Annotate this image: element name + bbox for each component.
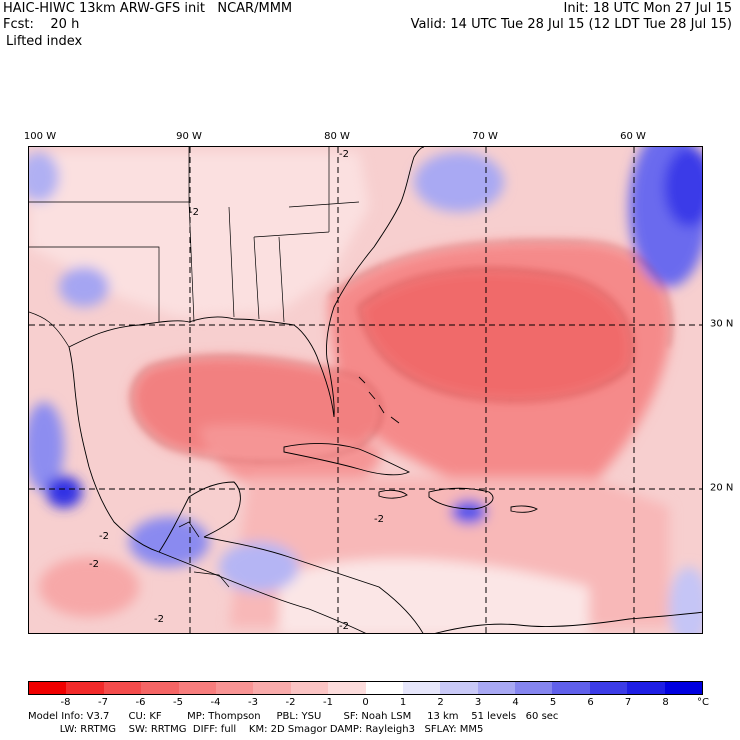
colorbar-unit: °C bbox=[697, 697, 709, 708]
colorbar-tick-label: -4 bbox=[210, 697, 221, 708]
lon-label-100w: 100 W bbox=[23, 131, 57, 142]
map-panel: -2 -2 -2 -2 -2 -2 -2 bbox=[28, 146, 703, 634]
colorbar-tick-label: -3 bbox=[248, 697, 258, 708]
colorbar-tick-label: -2 bbox=[285, 697, 296, 708]
contour-lines bbox=[131, 240, 672, 463]
colorbar-tick-label: 8 bbox=[662, 697, 669, 708]
colorbar-segment bbox=[66, 682, 104, 694]
colorbar-segment bbox=[141, 682, 179, 694]
colorbar-segment bbox=[215, 682, 254, 694]
lat-label-30n: 30 N bbox=[710, 318, 734, 330]
colorbar-tick-label: 6 bbox=[587, 697, 594, 708]
colorbar bbox=[28, 681, 703, 695]
lon-label-80w: 80 W bbox=[324, 131, 350, 142]
model-info-line2: LW: RRTMG SW: RRTMG DIFF: full KM: 2D Sm… bbox=[28, 724, 484, 735]
colorbar-segment bbox=[365, 682, 403, 694]
colorbar-segment bbox=[664, 682, 703, 694]
contour-label: -2 bbox=[339, 149, 349, 160]
lon-label-90w: 90 W bbox=[176, 131, 202, 142]
colorbar-segment bbox=[29, 682, 67, 694]
colorbar-segment bbox=[589, 682, 628, 694]
colorbar-tick-label: -8 bbox=[60, 697, 71, 708]
colorbar-segment bbox=[290, 682, 329, 694]
colorbar-tick-label: -1 bbox=[323, 697, 333, 708]
lon-label-60w: 60 W bbox=[620, 131, 646, 142]
colorbar-segment bbox=[477, 682, 516, 694]
colorbar-segment bbox=[178, 682, 216, 694]
colorbar-tick-label: -7 bbox=[98, 697, 108, 708]
colorbar-tick-label: -5 bbox=[173, 697, 183, 708]
colorbar-segment bbox=[253, 682, 291, 694]
colorbar-segment bbox=[552, 682, 590, 694]
init-time: Init: 18 UTC Mon 27 Jul 15 bbox=[563, 1, 732, 16]
contour-label: -2 bbox=[189, 207, 199, 218]
lifted-index-map: -2 -2 -2 -2 -2 -2 -2 bbox=[29, 147, 702, 633]
colorbar-tick-label: 0 bbox=[362, 697, 369, 708]
contour-label: -2 bbox=[154, 614, 164, 625]
contour-label: -2 bbox=[339, 621, 349, 632]
colorbar-segment bbox=[402, 682, 441, 694]
colorbar-tick-label: 5 bbox=[549, 697, 557, 708]
coastlines bbox=[29, 147, 702, 633]
model-title: HAIC-HIWC 13km ARW-GFS init NCAR/MMM bbox=[3, 1, 293, 16]
colorbar-tick-label: 7 bbox=[624, 697, 632, 708]
contour-label-group: -2 -2 -2 -2 -2 -2 -2 bbox=[89, 149, 384, 632]
lat-label-20n: 20 N bbox=[710, 482, 734, 494]
valid-time: Valid: 14 UTC Tue 28 Jul 15 (12 LDT Tue … bbox=[410, 17, 732, 32]
contour-label: -2 bbox=[374, 514, 384, 525]
colorbar-segment bbox=[515, 682, 553, 694]
contour-label: -2 bbox=[99, 531, 109, 542]
colorbar-segment bbox=[328, 682, 366, 694]
colorbar-segment bbox=[440, 682, 478, 694]
colorbar-tick-label: 4 bbox=[512, 697, 519, 708]
colorbar-segment bbox=[627, 682, 665, 694]
forecast-hour: Fcst: 20 h bbox=[3, 17, 80, 32]
colorbar-tick-label: -6 bbox=[135, 697, 146, 708]
colorbar-segment bbox=[103, 682, 142, 694]
colorbar-tick-label: 3 bbox=[474, 697, 482, 708]
contour-label: -2 bbox=[89, 559, 99, 570]
field-shading bbox=[29, 147, 702, 633]
lon-label-70w: 70 W bbox=[472, 131, 498, 142]
model-info-line1: Model Info: V3.7 CU: KF MP: Thompson PBL… bbox=[28, 711, 559, 722]
colorbar-tick-label: 1 bbox=[399, 697, 407, 708]
colorbar-tick-label: 2 bbox=[437, 697, 444, 708]
field-name: Lifted index bbox=[6, 34, 83, 49]
